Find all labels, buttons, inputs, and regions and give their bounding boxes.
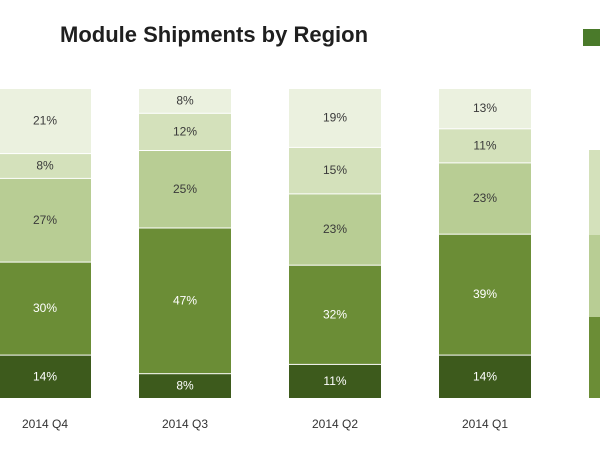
bar-segment xyxy=(139,373,231,398)
data-label: 32% xyxy=(323,307,347,321)
data-label: 8% xyxy=(176,93,194,107)
bar-segment xyxy=(289,193,381,265)
segment-separator xyxy=(0,87,91,89)
data-label: 12% xyxy=(173,124,197,138)
data-label: 11% xyxy=(473,138,496,152)
data-label: 19% xyxy=(323,110,347,124)
bar-segment xyxy=(289,363,381,398)
segment-separator xyxy=(139,87,231,89)
legend-swatch xyxy=(583,29,600,46)
bar-segment xyxy=(439,162,531,234)
bar-segment xyxy=(289,146,381,194)
data-label: 27% xyxy=(33,213,57,227)
bar-segment-partial xyxy=(589,150,600,235)
data-label: 13% xyxy=(473,101,497,115)
bar-segment xyxy=(439,233,531,355)
bar-segment xyxy=(0,354,91,398)
bar-segment xyxy=(289,88,381,147)
data-label: 8% xyxy=(36,159,54,173)
segment-separator xyxy=(289,87,381,89)
data-label: 23% xyxy=(323,222,347,236)
bar-segment xyxy=(139,227,231,374)
bar-segment xyxy=(0,153,91,178)
data-label: 30% xyxy=(33,301,57,315)
data-label: 47% xyxy=(173,293,197,307)
bar-segment xyxy=(0,88,91,154)
segment-separator xyxy=(0,260,91,263)
bar-segment xyxy=(0,177,91,262)
data-label: 23% xyxy=(473,191,497,205)
bar-segment xyxy=(439,354,531,398)
category-label: 2014 Q2 xyxy=(312,417,358,431)
data-label: 14% xyxy=(33,369,57,383)
bar-segment-partial xyxy=(589,88,600,150)
data-label: 14% xyxy=(473,369,497,383)
category-label: 2014 Q4 xyxy=(22,417,68,431)
data-label: 15% xyxy=(323,163,347,177)
chart-title: Module Shipments by Region xyxy=(60,22,369,47)
segment-separator xyxy=(439,87,531,89)
bar-segment xyxy=(0,261,91,355)
category-label: 2014 Q3 xyxy=(162,417,208,431)
bar-segment xyxy=(139,150,231,228)
bar-segment-partial xyxy=(589,235,600,317)
data-label: 21% xyxy=(33,114,57,128)
bar-segment-partial xyxy=(589,317,600,398)
data-label: 39% xyxy=(473,287,497,301)
data-label: 25% xyxy=(173,182,197,196)
data-label: 11% xyxy=(323,374,346,388)
bar-segment xyxy=(439,88,531,129)
data-label: 8% xyxy=(176,379,194,393)
bar-segment xyxy=(139,88,231,113)
bar-segment xyxy=(289,264,381,364)
category-label: 2014 Q1 xyxy=(462,417,508,431)
bar-segment xyxy=(139,112,231,150)
bar-segment xyxy=(439,128,531,163)
